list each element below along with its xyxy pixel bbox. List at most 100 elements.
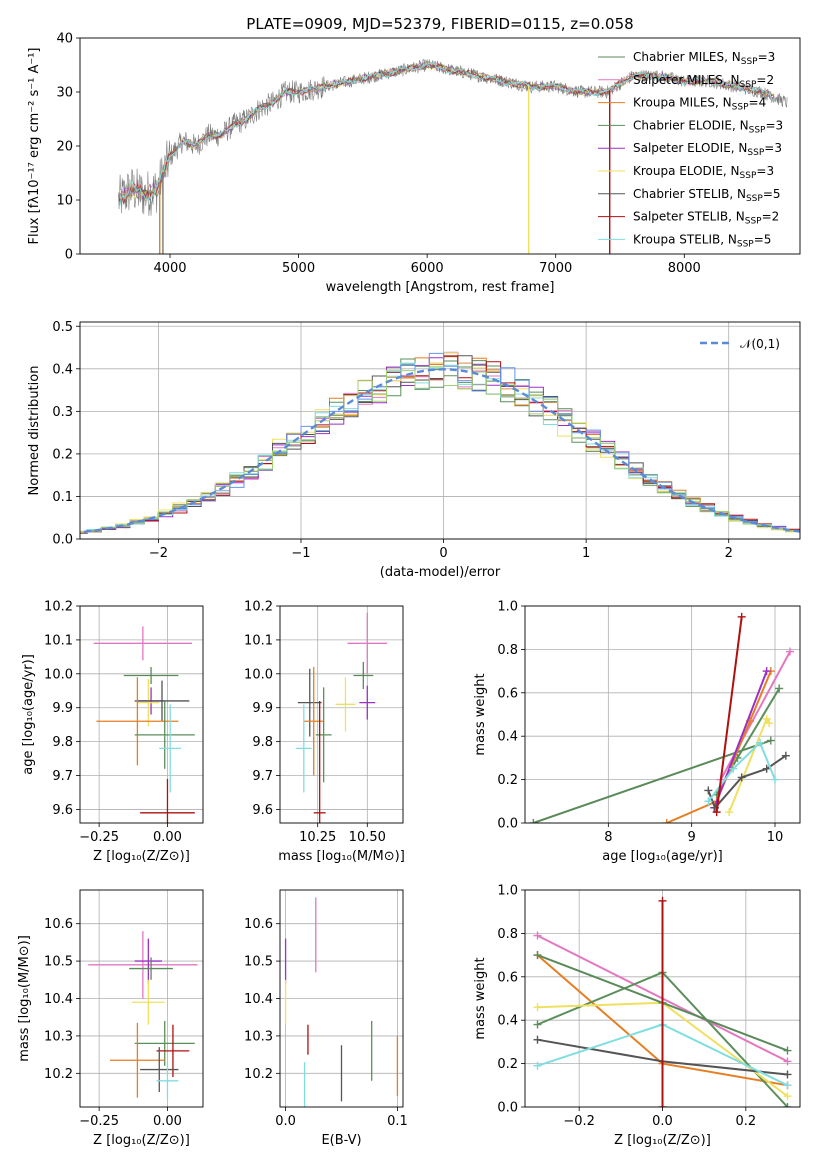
y-tick-label: 9.9 (252, 701, 273, 716)
x-tick-label: 6000 (411, 261, 444, 276)
mass-weight-line (532, 739, 772, 823)
legend-label: Salpeter ELODIE, NSSP=3 (633, 141, 782, 158)
y-tick-label: 10.3 (44, 1029, 73, 1044)
x-tick-label: 10.50 (349, 830, 386, 845)
error-bar-point (134, 938, 162, 984)
error-bar-point (110, 1022, 165, 1098)
x-axis-label: Z [log₁₀(Z/Z⊙)] (93, 849, 190, 864)
y-axis-label: Flux [fλ10⁻¹⁷ erg cm⁻² s⁻¹ A⁻¹] (27, 48, 42, 245)
mass-weight-vs-age-panel: 8 9 10 0.0 0.2 0.4 0.6 0.8 1.0 age [log₁₀(age/yr)… (473, 600, 801, 864)
mass-weight-line (715, 616, 743, 813)
x-axis-label: Z [log₁₀(Z/Z⊙)] (614, 1133, 711, 1148)
age-vs-metallicity-panel: −0.25 0.00 9.6 9.7 9.8 9.9 10.0 10.1 10.2 Z [log₁… (21, 600, 204, 864)
axes-frame (79, 321, 801, 540)
y-tick-label: 0.3 (52, 405, 73, 420)
y-tick-label: 1.0 (497, 884, 518, 899)
axes-frame (279, 605, 404, 824)
mass-vs-metallicity-panel: −0.25 0.00 10.2 10.3 10.4 10.5 10.6 Z [log₁₀(Z/… (17, 889, 204, 1148)
y-tick-label: 0.1 (52, 490, 73, 505)
y-axis-label: mass weight (473, 957, 488, 1039)
x-tick-label: 8 (604, 830, 612, 845)
plot-area (295, 612, 388, 823)
plot-area (118, 58, 788, 254)
legend-label: Chabrier STELIB, NSSP=5 (633, 187, 781, 204)
age-vs-mass-panel: 10.25 10.50 9.6 9.7 9.8 9.9 10.0 10.1 10.2 mass [… (244, 600, 405, 865)
y-tick-label: 9.7 (52, 769, 73, 784)
plot-area (93, 626, 195, 823)
x-axis-label: mass [log₁₀(M/M⊙)] (278, 849, 405, 864)
y-axis-label: Normed distribution (27, 366, 42, 496)
y-tick-label: 0.5 (52, 320, 73, 335)
x-tick-label: 1 (582, 546, 590, 561)
error-bar-point (303, 667, 324, 776)
axes-frame (79, 605, 204, 824)
y-tick-label: 10 (56, 194, 73, 209)
x-tick-label: 0.0 (275, 1114, 296, 1129)
y-tick-label: 0.8 (497, 643, 518, 658)
y-tick-label: 10.2 (244, 600, 273, 615)
y-tick-label: 30 (56, 86, 73, 101)
y-tick-label: 1.0 (497, 600, 518, 615)
y-tick-label: 10.4 (244, 992, 273, 1007)
axes-frame (79, 889, 204, 1108)
y-tick-label: 10.0 (44, 667, 73, 682)
x-tick-label: 10.25 (299, 830, 336, 845)
mass-weight-line (713, 670, 768, 809)
spectrum-panel: 4000 5000 6000 7000 8000 0 10 20 30 40 wavelength … (27, 32, 801, 295)
x-tick-label: −2 (149, 546, 168, 561)
axes-frame (524, 605, 801, 824)
x-axis-label: (data-model)/error (380, 565, 501, 580)
legend-label: Kroupa STELIB, NSSP=5 (633, 232, 771, 249)
error-bar-point (123, 667, 179, 684)
page-title: PLATE=0909, MJD=52379, FIBERID=0115, z=0… (246, 15, 633, 33)
y-tick-label: 10.1 (44, 633, 73, 648)
plot-area (88, 931, 198, 1100)
y-tick-label: 10.6 (244, 917, 273, 932)
error-bar-point (137, 678, 160, 727)
legend-label: 𝒩(0,1) (740, 337, 780, 351)
error-bar-point (156, 1024, 190, 1078)
error-bar-point (131, 979, 165, 1025)
plot-area (284, 897, 399, 1107)
legend-label: Chabrier ELODIE, NSSP=3 (633, 118, 783, 135)
error-bar-point (140, 778, 195, 823)
x-tick-label: 0 (439, 546, 447, 561)
error-bar-point (134, 1020, 195, 1066)
y-tick-label: 10.2 (44, 600, 73, 615)
y-tick-label: 9.8 (252, 735, 273, 750)
mass-weight-line (666, 670, 772, 823)
axes-frame (524, 889, 801, 1108)
y-axis-label: mass [log₁₀(M/M⊙)] (17, 935, 32, 1062)
x-axis-label: wavelength [Angstrom, rest frame] (326, 280, 555, 295)
y-axis-label: mass weight (473, 673, 488, 755)
x-axis-label: Z [log₁₀(Z/Z⊙)] (93, 1133, 190, 1148)
x-axis-label: E(B-V) (321, 1133, 361, 1148)
x-tick-label: 0.00 (153, 830, 182, 845)
y-tick-label: 0.2 (497, 773, 518, 788)
x-tick-label: −0.25 (79, 1114, 119, 1129)
error-bar-point (93, 626, 193, 661)
x-tick-label: 5000 (282, 261, 315, 276)
error-bar-point (159, 704, 182, 793)
x-tick-label: 2 (725, 546, 733, 561)
plot-area (80, 351, 800, 534)
legend-label: Salpeter STELIB, NSSP=2 (633, 210, 779, 227)
y-tick-label: 9.8 (52, 735, 73, 750)
y-axis-label: age [log₁₀(age/yr)] (21, 654, 36, 775)
error-bar-point (335, 677, 356, 732)
y-tick-label: 0.4 (497, 730, 518, 745)
y-tick-label: 0.8 (497, 927, 518, 942)
legend-label: Chabrier MILES, NSSP=3 (633, 50, 775, 67)
y-tick-label: 10.0 (244, 667, 273, 682)
y-tick-label: 0.2 (52, 447, 73, 462)
y-tick-label: 0.0 (52, 533, 73, 548)
axes-frame (279, 889, 404, 1108)
x-tick-label: −0.2 (563, 1114, 595, 1129)
error-bar-point (295, 704, 312, 793)
error-bar-point (353, 661, 374, 690)
x-tick-label: 8000 (668, 261, 701, 276)
residual-histogram-panel: −2 −1 0 1 2 0.0 0.1 0.2 0.3 0.4 0.5 (data-model)/er… (27, 320, 801, 580)
y-tick-label: 0.2 (497, 1057, 518, 1072)
error-bar-point (140, 1047, 179, 1093)
